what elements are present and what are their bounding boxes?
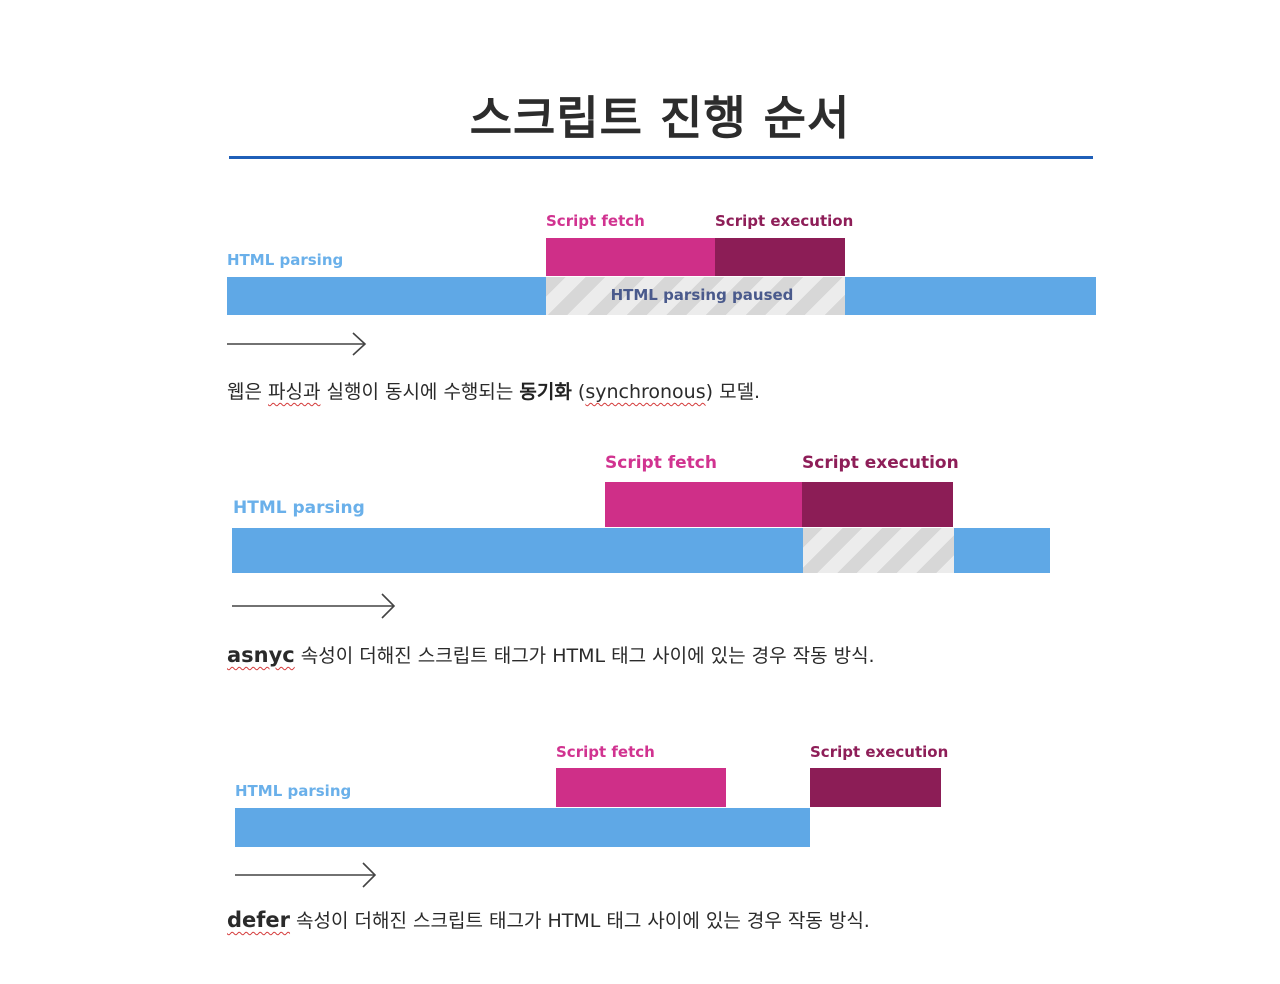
page-title: 스크립트 진행 순서 bbox=[469, 91, 851, 145]
caption-text: 웹은 bbox=[227, 381, 268, 403]
time-arrow-icon bbox=[227, 332, 367, 356]
script-fetch-bar bbox=[605, 482, 802, 527]
caption-text: ) 모델. bbox=[705, 381, 761, 403]
html-parsing-paused-label: HTML parsing paused bbox=[610, 286, 794, 304]
script-execution-bar bbox=[802, 482, 953, 527]
script-fetch-label: Script fetch bbox=[546, 212, 645, 230]
caption-sync: 웹은 파싱과 실행이 동시에 수행되는 동기화 (synchronous) 모델… bbox=[227, 377, 760, 404]
script-fetch-bar bbox=[546, 238, 715, 276]
script-execution-bar bbox=[715, 238, 845, 276]
html-parsing-bar bbox=[227, 277, 546, 315]
caption-text: 실행이 동시에 수행되는 bbox=[320, 381, 520, 403]
html-parsing-bar-resumed bbox=[845, 277, 1096, 315]
time-arrow-icon bbox=[232, 593, 396, 619]
caption-text: ( bbox=[571, 381, 586, 403]
html-parsing-paused-bar bbox=[803, 528, 954, 573]
script-execution-label: Script execution bbox=[802, 453, 959, 473]
caption-text: 속성이 더해진 스크립트 태그가 HTML 태그 사이에 있는 경우 작동 방식… bbox=[290, 910, 870, 932]
html-parsing-bar bbox=[232, 528, 803, 573]
title-divider bbox=[229, 156, 1093, 159]
script-fetch-label: Script fetch bbox=[605, 453, 717, 473]
caption-underlined-word: 파싱과 bbox=[268, 381, 321, 403]
caption-defer: defer 속성이 더해진 스크립트 태그가 HTML 태그 사이에 있는 경우… bbox=[227, 906, 870, 933]
caption-async: asnyc 속성이 더해진 스크립트 태그가 HTML 태그 사이에 있는 경우… bbox=[227, 641, 875, 668]
caption-text: 속성이 더해진 스크립트 태그가 HTML 태그 사이에 있는 경우 작동 방식… bbox=[294, 645, 875, 667]
time-arrow-icon bbox=[235, 862, 377, 888]
caption-keyword: defer bbox=[227, 908, 291, 932]
html-parsing-bar-resumed bbox=[954, 528, 1050, 573]
caption-underlined-word: synchronous bbox=[585, 381, 706, 403]
html-parsing-label: HTML parsing bbox=[235, 782, 352, 800]
html-parsing-label: HTML parsing bbox=[227, 251, 344, 269]
html-parsing-bar bbox=[235, 808, 810, 847]
html-parsing-label: HTML parsing bbox=[233, 498, 365, 518]
caption-keyword: asnyc bbox=[227, 643, 295, 667]
script-fetch-bar bbox=[556, 768, 726, 807]
html-parsing-paused-bar bbox=[546, 277, 845, 315]
script-execution-label: Script execution bbox=[715, 212, 854, 230]
script-execution-bar bbox=[810, 768, 941, 807]
script-fetch-label: Script fetch bbox=[556, 743, 655, 761]
script-execution-label: Script execution bbox=[810, 743, 949, 761]
caption-bold-word: 동기화 bbox=[519, 381, 572, 403]
